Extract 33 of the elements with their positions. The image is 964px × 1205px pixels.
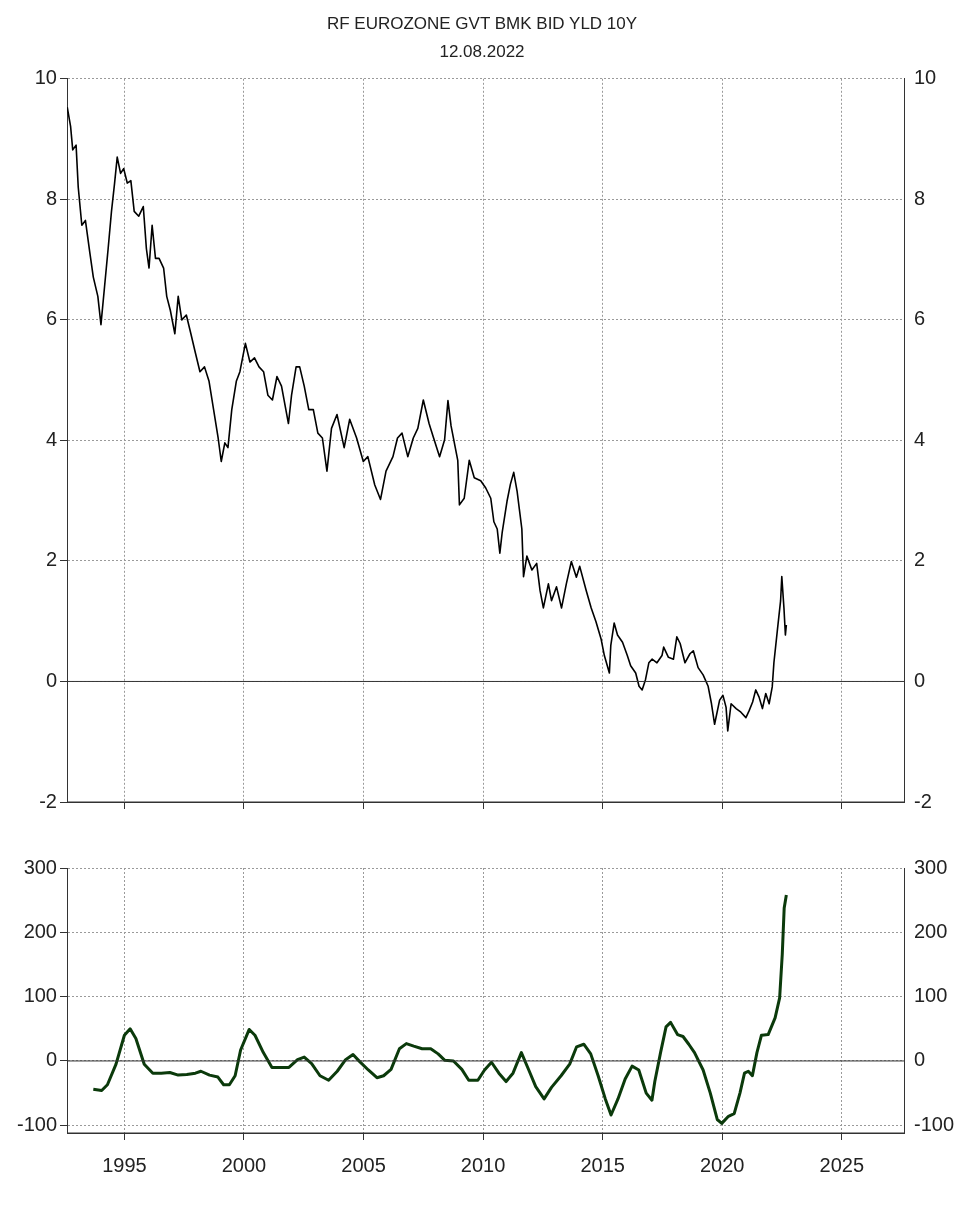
x-tick-label: 2010 [460,1153,506,1176]
y2-tick-label: 200 [914,919,948,942]
y-tick-label: 0 [45,668,57,691]
chart-subtitle: 12.08.2022 [439,42,525,62]
y-tick-label: 6 [45,307,57,330]
y-tick-label: 300 [23,855,57,878]
y2-tick-label: 0 [914,1048,926,1071]
x-tick-label: 2025 [819,1153,865,1176]
y2-tick-label: 300 [914,855,948,878]
x-tick-label: 2020 [700,1153,745,1176]
x-tick-label: 2015 [580,1153,625,1176]
y-tick-label: -100 [16,1112,57,1135]
chart-title: RF EUROZONE GVT BMK BID YLD 10Y [326,13,638,33]
y-tick-label: 8 [45,186,57,209]
y2-tick-label: 6 [914,307,926,330]
y2-tick-label: 2 [914,548,926,571]
x-tick-label: 2000 [221,1153,267,1176]
y2-tick-label: 100 [914,984,948,1007]
x-tick-label: 1995 [102,1153,147,1176]
y-tick-label: 200 [23,919,57,942]
y2-tick-label: 8 [914,186,926,209]
y2-tick-label: -100 [914,1112,955,1135]
x-tick-label: 2005 [341,1153,386,1176]
y-tick-label: -2 [39,789,57,812]
y-tick-label: 10 [34,66,57,89]
y-tick-label: 4 [45,427,57,450]
y2-tick-label: 0 [914,668,926,691]
y2-tick-label: -2 [914,789,932,812]
y-tick-label: 2 [45,548,57,571]
y2-tick-label: 4 [914,427,926,450]
y2-tick-label: 10 [914,66,937,89]
y-tick-label: 100 [23,984,57,1007]
y-tick-label: 0 [45,1048,57,1071]
